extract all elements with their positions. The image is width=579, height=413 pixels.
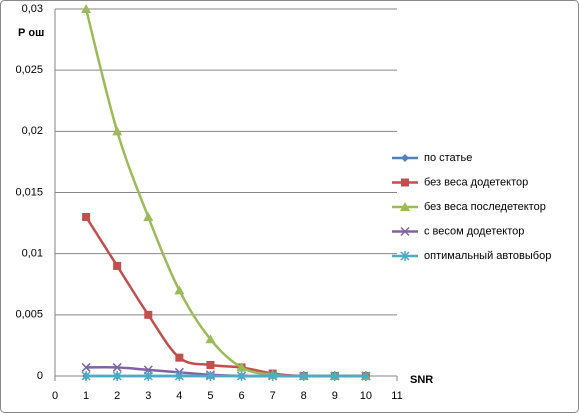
marker — [174, 371, 184, 381]
marker — [330, 371, 340, 381]
marker — [401, 178, 409, 187]
legend-label: по статье — [424, 152, 472, 164]
marker — [236, 362, 247, 372]
y-axis-label: Р ош — [18, 27, 44, 39]
marker — [82, 212, 91, 221]
marker — [400, 226, 410, 237]
x-tick-label: 0 — [52, 390, 58, 402]
x-tick-label: 10 — [360, 390, 372, 402]
marker — [237, 371, 247, 381]
x-tick-label: 3 — [145, 390, 151, 402]
legend-label: без веса последетектор — [424, 201, 546, 213]
y-tick-label: 0,015 — [15, 186, 43, 198]
marker — [299, 371, 309, 381]
y-tick-label: 0,02 — [22, 125, 43, 137]
x-tick-label: 7 — [270, 390, 276, 402]
x-tick-label: 6 — [238, 390, 244, 402]
marker — [268, 371, 278, 381]
marker — [81, 371, 91, 381]
marker — [400, 202, 410, 211]
marker — [361, 371, 371, 381]
marker — [174, 285, 185, 295]
x-tick-label: 4 — [176, 390, 182, 402]
marker — [112, 126, 123, 136]
y-tick-label: 0,03 — [22, 3, 43, 15]
marker — [113, 261, 122, 270]
x-tick-label: 1 — [83, 390, 89, 402]
marker — [112, 371, 122, 381]
marker — [400, 251, 410, 261]
x-tick-label: 2 — [114, 390, 120, 402]
marker — [144, 310, 153, 319]
marker — [205, 334, 216, 344]
y-tick-label: 0,025 — [15, 64, 43, 76]
legend-label: оптимальный автовыбор — [424, 250, 551, 262]
marker — [175, 353, 184, 362]
y-tick-label: 0,005 — [15, 309, 43, 321]
marker — [205, 371, 215, 381]
marker — [143, 211, 154, 221]
marker — [206, 360, 215, 369]
legend-label: с весом додетектор — [424, 225, 524, 237]
x-tick-label: 11 — [391, 390, 402, 402]
y-tick-label: 0,01 — [22, 248, 43, 260]
marker — [81, 4, 92, 13]
x-tick-label: 9 — [332, 390, 338, 402]
x-axis-label: SNR — [410, 374, 433, 386]
marker — [143, 371, 153, 381]
y-tick-label: 0 — [37, 370, 43, 382]
marker — [401, 154, 409, 162]
legend-label: без веса додетектор — [424, 176, 528, 188]
marker — [81, 362, 91, 372]
x-tick-label: 5 — [207, 390, 213, 402]
marker — [112, 362, 122, 372]
x-tick-label: 8 — [301, 390, 307, 402]
